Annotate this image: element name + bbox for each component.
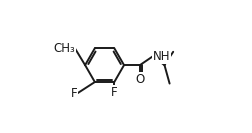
Text: F: F [71,87,77,100]
Text: F: F [111,86,117,99]
Text: NH: NH [152,50,170,63]
Text: O: O [135,73,144,86]
Text: CH₃: CH₃ [53,42,75,55]
